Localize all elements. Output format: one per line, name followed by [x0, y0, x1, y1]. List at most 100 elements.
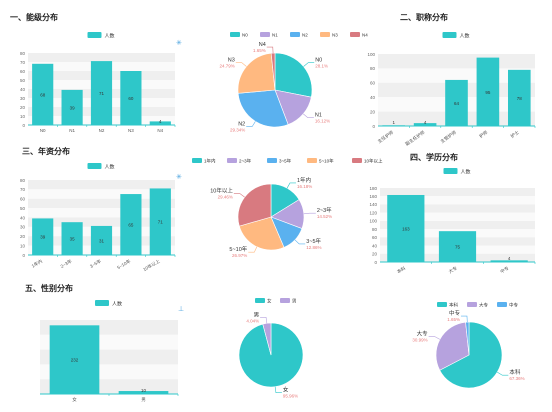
legend-swatch	[350, 32, 360, 37]
slice-name-label: N3	[228, 58, 235, 64]
pie-slice	[465, 321, 470, 356]
bar	[476, 57, 500, 126]
slice-percent-label: 30.99%	[412, 338, 427, 343]
bar	[118, 391, 169, 394]
slice-percent-label: 14.52%	[317, 214, 332, 219]
bar-value-label: 4	[159, 119, 162, 124]
pie-slice	[237, 183, 272, 227]
legend-label: 本科	[449, 302, 458, 309]
legend-swatch	[497, 302, 507, 307]
restore-icon[interactable]: ✳	[176, 174, 182, 181]
x-tick-label: 10年以上	[142, 257, 162, 273]
y-tick-label: 60	[20, 197, 26, 202]
download-icon[interactable]: ⊥	[178, 306, 185, 313]
pie-slice	[237, 52, 276, 94]
grid-band	[28, 217, 175, 227]
legend-label: 人数	[461, 169, 471, 176]
bar-value-label: 163	[402, 226, 410, 231]
y-tick-label: 180	[369, 186, 377, 191]
legend-swatch	[437, 302, 447, 307]
title-bar-chart: 人数 0 20 40 60 80 100 1 主任护师 4 副主任护师 64 主管护师 95 护师 78 护士	[367, 32, 536, 148]
pie-slice	[237, 89, 289, 128]
bar	[120, 71, 142, 125]
legend-swatch	[87, 163, 102, 169]
x-tick-label: 男	[141, 397, 146, 403]
y-tick-label: 20	[20, 105, 26, 110]
slice-percent-label: 4.04%	[246, 318, 259, 323]
legend-swatch	[95, 300, 109, 306]
legend-label: 女	[267, 298, 272, 305]
x-tick-label: 护师	[478, 129, 490, 140]
bar	[61, 89, 83, 125]
y-tick-label: 20	[20, 234, 26, 239]
legend-label: 10年以上	[364, 158, 383, 165]
label-line	[286, 182, 296, 189]
slice-name-label: 女	[283, 386, 289, 394]
y-tick-label: 60	[372, 235, 378, 240]
legend-swatch	[442, 32, 457, 38]
legend-label: 3~5年	[279, 158, 292, 165]
slice-percent-label: 16.12%	[315, 119, 330, 124]
grid-band	[380, 196, 535, 205]
x-tick-label: 2~3年	[59, 257, 73, 269]
slice-name-label: 10年以上	[210, 187, 233, 195]
legend-swatch	[307, 158, 317, 163]
legend-label: 5~10年	[319, 158, 334, 165]
x-tick-label: 大专	[447, 264, 459, 275]
pie-slice	[274, 52, 313, 98]
x-tick-label: 1年内	[30, 257, 44, 269]
y-tick-label: 100	[367, 52, 375, 57]
level-bar-chart: 人数 0 10 20 30 40 50 60 70 80 68 N0 39 N1 71 N2 60 N3 4 N4	[20, 32, 176, 133]
y-tick-label: 160	[369, 194, 377, 199]
legend-swatch	[280, 298, 290, 303]
slice-name-label: 5~10年	[229, 245, 247, 253]
section-title-years: 三、年资分布	[22, 147, 70, 156]
bar	[32, 218, 54, 255]
label-line	[235, 62, 247, 67]
bar	[90, 61, 113, 125]
slice-percent-label: 1.65%	[253, 48, 266, 53]
slice-percent-label: 67.36%	[509, 376, 524, 381]
y-tick-label: 50	[20, 78, 26, 83]
years-pie-chart: 1年内 2~3年 3~5年 5~10年 10年以上1年内16.18%2~3年14.52%…	[192, 158, 383, 258]
y-tick-label: 20	[370, 109, 376, 114]
years-bar-chart: 人数 0 10 20 30 40 50 60 70 80 39 1年内 35 2~3年 31 3~5年 65 5~…	[20, 163, 176, 273]
y-tick-label: 80	[372, 227, 378, 232]
grid-band	[380, 220, 535, 230]
bar	[382, 125, 406, 126]
slice-name-label: 3~5年	[306, 237, 321, 245]
bar-value-label: 68	[40, 92, 46, 97]
bar	[490, 260, 528, 262]
restore-icon[interactable]: ✳	[176, 40, 182, 47]
y-tick-label: 40	[20, 87, 26, 92]
y-tick-label: 0	[22, 253, 25, 258]
gender-pie-chart: 女男女95.96%男4.04%	[238, 298, 304, 399]
legend-label: 中专	[509, 302, 518, 309]
label-line	[303, 113, 314, 119]
legend-label: N2	[302, 33, 308, 38]
x-tick-label: 主任护师	[376, 129, 395, 145]
label-line	[260, 317, 268, 324]
x-tick-label: N3	[128, 128, 134, 133]
label-line	[428, 336, 441, 340]
slice-percent-label: 12.86%	[306, 245, 321, 250]
grid-band	[28, 198, 175, 209]
bar	[149, 188, 171, 255]
x-tick-label: 主管护师	[439, 129, 458, 145]
y-tick-label: 0	[22, 123, 25, 128]
y-tick-label: 40	[370, 95, 376, 100]
y-tick-label: 80	[20, 51, 26, 56]
grid-band	[28, 53, 175, 62]
slice-percent-label: 29.46%	[218, 195, 233, 200]
legend-label: N1	[272, 33, 278, 38]
bar-value-label: 39	[40, 235, 46, 240]
pie-slice	[270, 52, 276, 91]
label-line	[497, 371, 509, 376]
bar	[120, 194, 142, 255]
slice-name-label: N0	[315, 58, 322, 64]
bar-value-label: 75	[455, 245, 461, 250]
grid-band	[28, 180, 175, 190]
x-tick-label: N1	[69, 128, 75, 133]
grid-band	[378, 54, 535, 69]
y-tick-label: 40	[20, 215, 26, 220]
